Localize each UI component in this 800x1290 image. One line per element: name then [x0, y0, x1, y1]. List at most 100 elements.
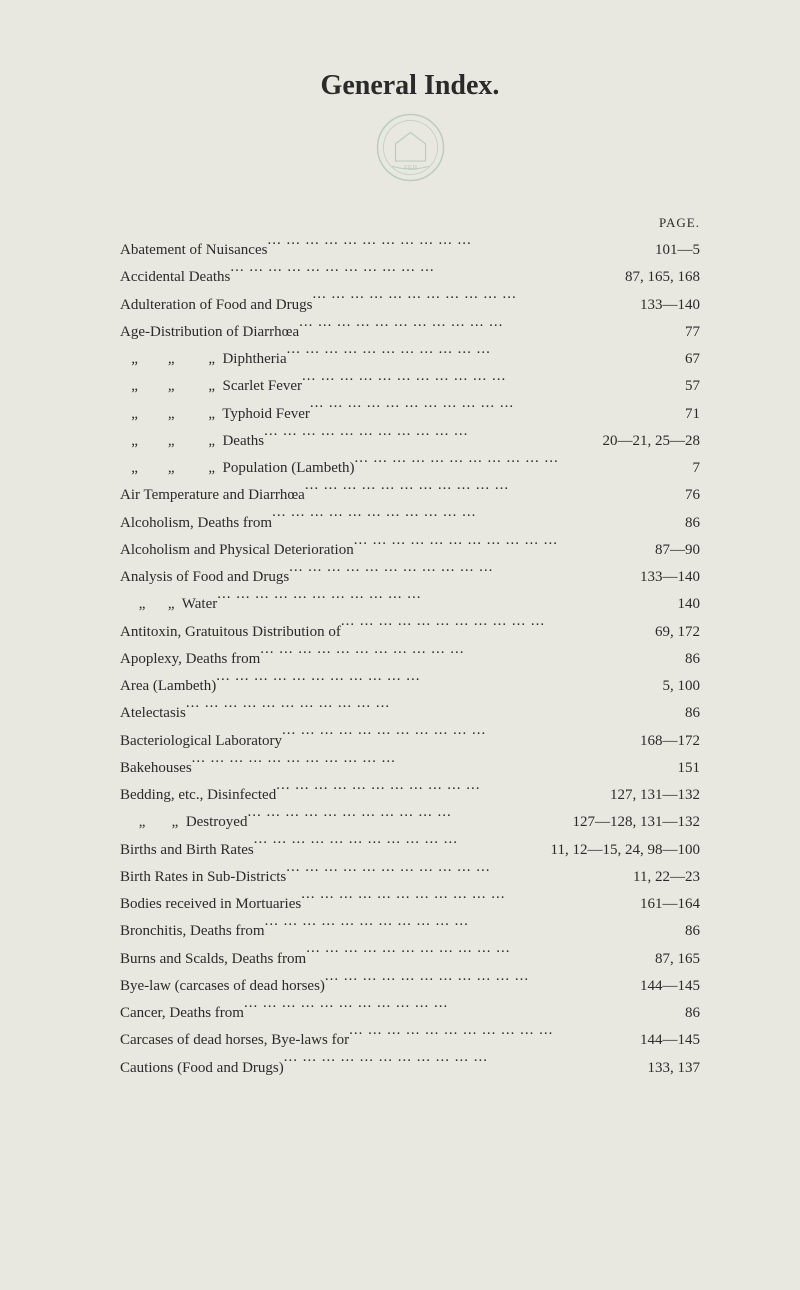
index-entry: Bodies received in Mortuaries161—164: [120, 893, 700, 916]
index-entry: Adulteration of Food and Drugs 133—140: [120, 294, 700, 317]
entry-leader-dots: [267, 239, 645, 254]
entry-page-number: 86: [675, 702, 700, 725]
entry-label: Bye-law (carcases of dead horses): [120, 975, 325, 998]
entry-leader-dots: [216, 675, 652, 690]
entry-leader-dots: [272, 512, 675, 527]
entry-leader-dots: [325, 975, 630, 990]
index-entry: Atelectasis 86: [120, 702, 700, 725]
entry-page-number: 144—145: [630, 1029, 700, 1052]
entry-page-number: 86: [675, 648, 700, 671]
index-entry: Analysis of Food and Drugs 133—140: [120, 566, 700, 589]
entry-page-number: 133, 137: [638, 1057, 701, 1080]
index-entry: Carcases of dead horses, Bye-laws for 144…: [120, 1029, 700, 1052]
entry-label: Cancer, Deaths from: [120, 1002, 244, 1025]
entry-label: Accidental Deaths: [120, 266, 230, 289]
index-entry: „ „ Water 140: [120, 593, 700, 616]
entry-leader-dots: [305, 484, 675, 499]
entry-label: Cautions (Food and Drugs): [120, 1057, 284, 1080]
index-entry: Births and Birth Rates11, 12—15, 24, 98—…: [120, 839, 700, 862]
index-entry: „ „ Destroyed127—128, 131—132: [120, 811, 700, 834]
entry-page-number: 7: [683, 457, 701, 480]
entry-leader-dots: [341, 621, 645, 636]
entry-page-number: 127, 131—132: [600, 784, 700, 807]
entry-page-number: 87, 165: [645, 948, 700, 971]
entry-page-number: 133—140: [630, 294, 700, 317]
index-entry: Apoplexy, Deaths from 86: [120, 648, 700, 671]
entry-label: „ „ „ Population (Lambeth): [120, 457, 355, 480]
entry-page-number: 67: [675, 348, 700, 371]
entry-page-number: 71: [675, 403, 700, 426]
entry-label: Area (Lambeth): [120, 675, 216, 698]
entry-label: Antitoxin, Gratuitous Distribution of: [120, 621, 341, 644]
entry-leader-dots: [286, 866, 623, 881]
entry-page-number: 5, 100: [653, 675, 701, 698]
entry-leader-dots: [264, 430, 592, 445]
index-entry: Birth Rates in Sub-Districts11, 22—23: [120, 866, 700, 889]
index-entry: Cancer, Deaths from86: [120, 1002, 700, 1025]
entry-label: Analysis of Food and Drugs: [120, 566, 289, 589]
entry-leader-dots: [301, 893, 630, 908]
entry-page-number: 87, 165, 168: [615, 266, 700, 289]
entry-page-number: 77: [675, 321, 700, 344]
entry-label: „ „ „ Scarlet Fever: [120, 375, 302, 398]
index-entry: Burns and Scalds, Deaths from 87, 165: [120, 948, 700, 971]
entry-label: Alcoholism and Physical Deterioration: [120, 539, 354, 562]
entry-leader-dots: [230, 266, 615, 281]
page-title: General Index.: [120, 70, 700, 102]
entry-page-number: 11, 22—23: [623, 866, 700, 889]
entry-page-number: 140: [668, 593, 701, 616]
index-entry: Alcoholism, Deaths from86: [120, 512, 700, 535]
entry-label: Bronchitis, Deaths from: [120, 920, 265, 943]
entry-leader-dots: [217, 593, 667, 608]
index-entry: Accidental Deaths 87, 165, 168: [120, 266, 700, 289]
entry-label: Bacteriological Laboratory: [120, 730, 282, 753]
entry-label: Atelectasis: [120, 702, 186, 725]
entry-leader-dots: [282, 730, 630, 745]
entry-label: Burns and Scalds, Deaths from: [120, 948, 306, 971]
entry-leader-dots: [244, 1002, 675, 1017]
index-entry: Air Temperature and Diarrhœa76: [120, 484, 700, 507]
entry-label: Apoplexy, Deaths from: [120, 648, 260, 671]
index-entry: Bye-law (carcases of dead horses) 144—145: [120, 975, 700, 998]
entry-label: Adulteration of Food and Drugs: [120, 294, 312, 317]
entry-page-number: 133—140: [630, 566, 700, 589]
entry-label: „ „ Water: [120, 593, 217, 616]
entry-page-number: 144—145: [630, 975, 700, 998]
entry-leader-dots: [312, 294, 630, 309]
entry-leader-dots: [289, 566, 630, 581]
index-entry: „ „ „ Diphtheria67: [120, 348, 700, 371]
index-entry: Bronchitis, Deaths from 86: [120, 920, 700, 943]
entry-page-number: 76: [675, 484, 700, 507]
index-entry: „ „ „ Population (Lambeth) 7: [120, 457, 700, 480]
entry-leader-dots: [254, 839, 541, 854]
entry-page-number: 69, 172: [645, 621, 700, 644]
entry-label: Births and Birth Rates: [120, 839, 254, 862]
index-entry: „ „ „ Typhoid Fever 71: [120, 403, 700, 426]
index-entry: Antitoxin, Gratuitous Distribution of 69,…: [120, 621, 700, 644]
index-entry: Area (Lambeth) 5, 100: [120, 675, 700, 698]
entry-label: Age-Distribution of Diarrhœa: [120, 321, 299, 344]
page-column-header: PAGE.: [120, 215, 700, 231]
index-entry: Bacteriological Laboratory 168—172: [120, 730, 700, 753]
index-entry: Bedding, etc., Disinfected127, 131—132: [120, 784, 700, 807]
entry-label: Alcoholism, Deaths from: [120, 512, 272, 535]
index-entry: Abatement of Nuisances101—5: [120, 239, 700, 262]
index-entry: Alcoholism and Physical Deterioration87—…: [120, 539, 700, 562]
index-entry: Age-Distribution of Diarrhœa 77: [120, 321, 700, 344]
index-entry: „ „ „ Scarlet Fever 57: [120, 375, 700, 398]
entry-leader-dots: [265, 920, 675, 935]
index-entry: Bakehouses 151: [120, 757, 700, 780]
entry-page-number: 86: [675, 920, 700, 943]
entry-label: Carcases of dead horses, Bye-laws for: [120, 1029, 349, 1052]
entry-label: Bakehouses: [120, 757, 192, 780]
entry-page-number: 20—21, 25—28: [593, 430, 701, 453]
seal-icon: FEB: [373, 110, 448, 185]
entry-leader-dots: [287, 348, 675, 363]
entry-leader-dots: [260, 648, 675, 663]
entry-leader-dots: [284, 1057, 638, 1072]
entry-page-number: 57: [675, 375, 700, 398]
entry-page-number: 151: [668, 757, 701, 780]
entry-page-number: 101—5: [645, 239, 700, 262]
entry-label: „ „ „ Typhoid Fever: [120, 403, 310, 426]
entry-page-number: 168—172: [630, 730, 700, 753]
